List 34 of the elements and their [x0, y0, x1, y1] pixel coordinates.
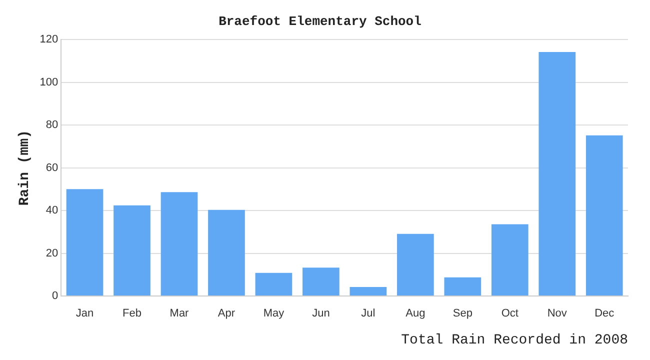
x-tick-label: Mar	[170, 308, 190, 320]
y-tick-label: 20	[46, 247, 58, 260]
bar	[208, 210, 245, 296]
y-tick-label: 0	[52, 290, 58, 302]
bar	[491, 224, 528, 296]
bar	[302, 268, 340, 296]
bar	[586, 135, 623, 296]
bar	[255, 272, 292, 296]
x-tick-label: Feb	[122, 308, 142, 320]
y-axis-title: Rain (mm)	[16, 130, 33, 206]
y-tick-label: 60	[46, 162, 58, 174]
bar	[114, 205, 150, 296]
bar	[397, 234, 434, 296]
bar	[350, 287, 387, 296]
x-tick-label: Jan	[76, 308, 94, 320]
x-tick-label: Nov	[547, 308, 568, 320]
y-tick-label: 40	[46, 204, 58, 217]
x-tick-label: Oct	[501, 308, 518, 320]
x-tick-label: Jul	[361, 308, 376, 320]
x-tick-label: Apr	[218, 308, 236, 320]
bar	[538, 52, 576, 296]
y-tick-label: 100	[40, 76, 58, 88]
bar	[66, 189, 104, 296]
x-tick-label: Sep	[452, 308, 472, 320]
y-tick-label: 120	[40, 34, 58, 46]
x-tick-label: Aug	[406, 308, 426, 320]
chart-title: Braefoot Elementary School	[218, 14, 422, 30]
x-tick-label: May	[263, 308, 285, 320]
bar	[444, 277, 482, 296]
x-axis-title: Total Rain Recorded in 2008	[401, 332, 628, 348]
bar	[160, 192, 198, 296]
y-tick-label: 80	[46, 119, 58, 132]
x-tick-label: Dec	[594, 308, 615, 320]
x-tick-label: Jun	[312, 308, 330, 320]
